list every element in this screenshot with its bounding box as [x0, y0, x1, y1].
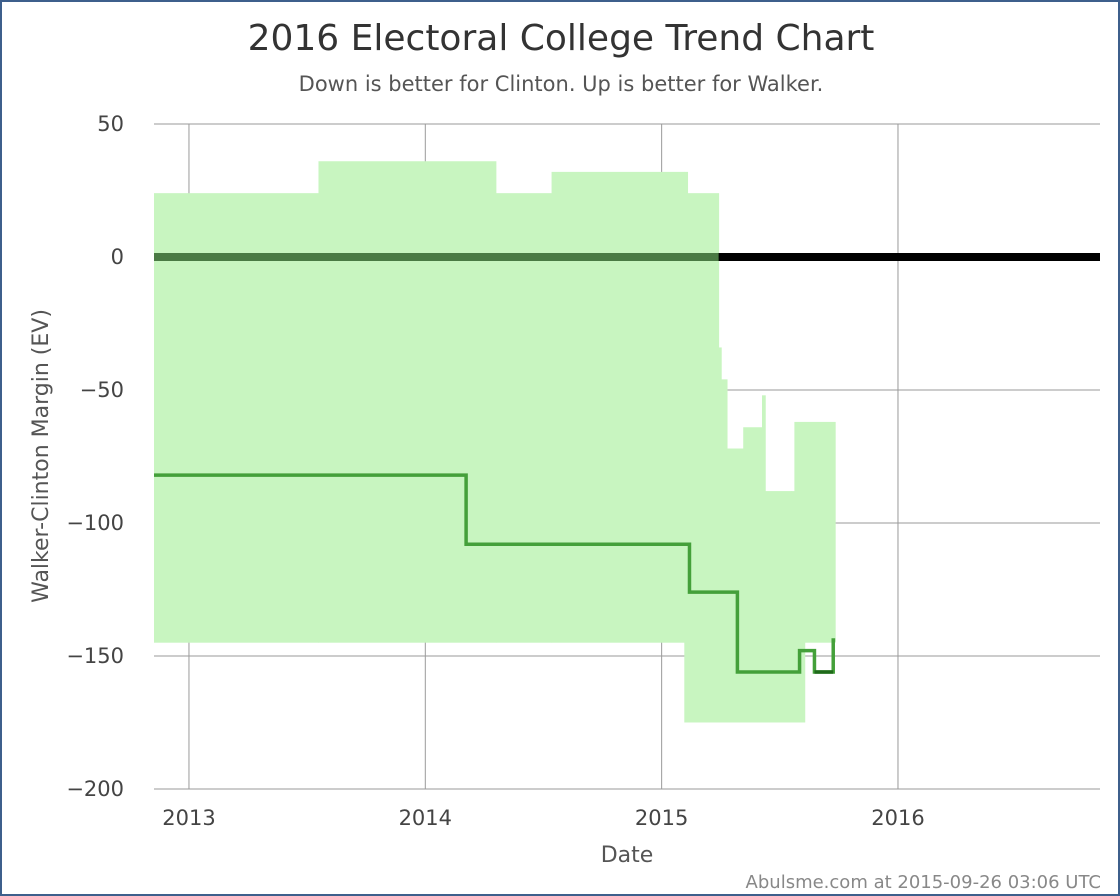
- range-band-segment: [154, 193, 319, 643]
- x-tick-labels: 2013 2014 2015 2016: [162, 806, 924, 830]
- y-tick-label: −50: [80, 378, 124, 402]
- y-tick-label: −200: [66, 777, 124, 801]
- y-tick-label: −150: [66, 644, 124, 668]
- range-band-segment: [727, 448, 744, 723]
- range-band-segment: [718, 347, 722, 723]
- range-band-segment: [794, 421, 806, 723]
- range-band-segment: [684, 171, 689, 723]
- y-tick-label: −100: [66, 511, 124, 535]
- y-axis-label: Walker-Clinton Margin (EV): [29, 309, 54, 603]
- range-band-segment: [495, 193, 553, 643]
- uncertainty-band-layer: [154, 161, 836, 723]
- x-tick-label: 2015: [635, 806, 688, 830]
- y-tick-label: 0: [111, 245, 124, 269]
- range-band-segment: [551, 171, 685, 643]
- range-band-segment: [687, 193, 720, 723]
- trend-line-layer: [154, 473, 836, 674]
- credit-text: Abulsme.com at 2015-09-26 03:06 UTC: [746, 872, 1101, 893]
- range-band-segment: [765, 491, 792, 723]
- x-tick-label: 2014: [399, 806, 452, 830]
- x-axis-label: Date: [601, 843, 654, 868]
- chart-subtitle: Down is better for Clinton. Up is better…: [299, 72, 824, 96]
- range-band-segment: [804, 421, 836, 643]
- y-tick-labels: 50 0 −50 −100 −150 −200: [66, 112, 124, 801]
- x-tick-label: 2016: [871, 806, 924, 830]
- chart-title: 2016 Electoral College Trend Chart: [248, 18, 875, 59]
- range-band-segment: [318, 161, 497, 643]
- range-band-segment: [762, 395, 766, 723]
- x-tick-label: 2013: [162, 806, 215, 830]
- range-band-segment: [791, 491, 795, 723]
- range-band-segment: [721, 379, 728, 723]
- y-tick-label: 50: [97, 112, 124, 136]
- range-band-segment: [743, 427, 763, 723]
